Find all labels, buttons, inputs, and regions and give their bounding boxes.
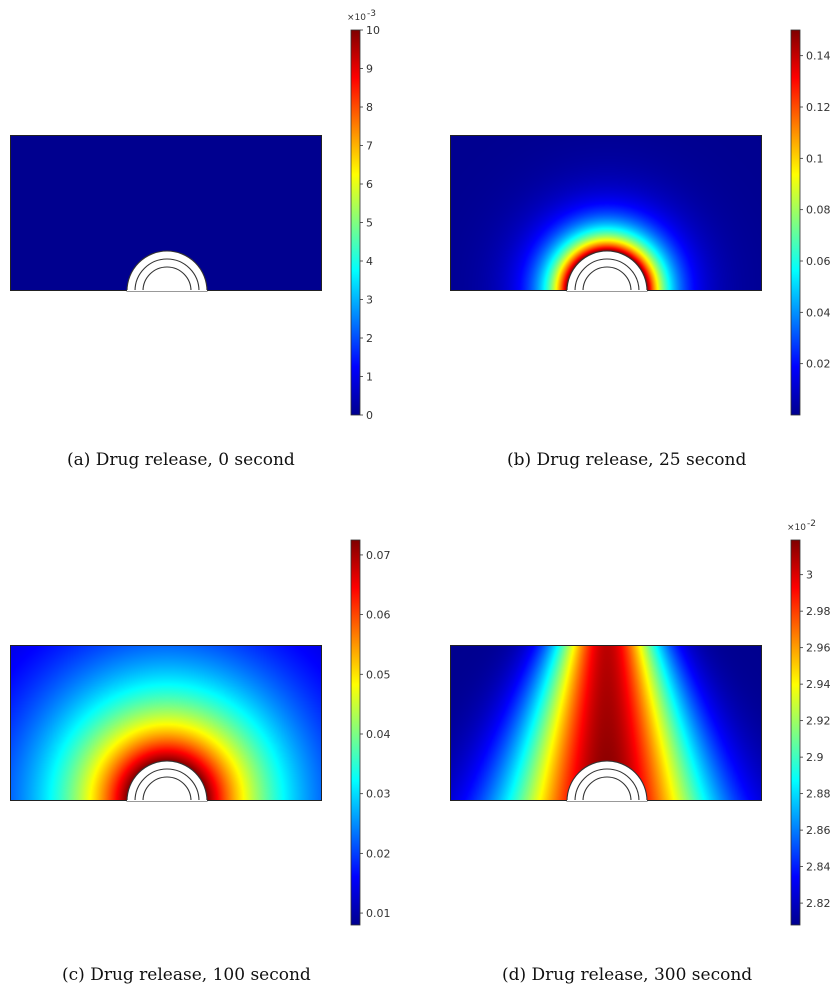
colorbar [350, 29, 361, 416]
panel-caption: (c) Drug release, 100 second [62, 965, 311, 985]
colorbar-tick-label: 0.04 [366, 728, 391, 741]
colorbar-tick-label: 8 [366, 101, 373, 114]
colorbar [350, 539, 361, 926]
colorbar-tick-label: 2.94 [806, 678, 831, 691]
colorbar-tick-label: 2.98 [806, 605, 831, 618]
colorbar-tick-label: 0.07 [366, 549, 391, 562]
colorbar-tick-label: 3 [366, 294, 373, 307]
colorbar-tick-label: 0 [366, 409, 373, 422]
colorbar-tick-label: 0.06 [366, 609, 391, 622]
stent-core [582, 776, 632, 802]
colorbar-tick-label: 5 [366, 217, 373, 230]
colorbar [790, 29, 801, 416]
panel-d: 2.82 2.84 2.86 2.88 2.9 2.92 2.94 2.96 2.98 3 ×10-… [450, 510, 836, 950]
colorbar-tick-label: 0.01 [366, 907, 391, 920]
colorbar-tick-label: 6 [366, 178, 373, 191]
colorbar-tick-label: 9 [366, 63, 373, 76]
colorbar-multiplier: ×10 [787, 523, 806, 533]
colorbar-tick-label: 0.05 [366, 668, 391, 681]
colorbar-exponent: -2 [807, 519, 816, 529]
panel-b: 0.02 0.04 0.06 0.08 0.1 0.12 0.14 [450, 0, 836, 440]
plot-d: 2.82 2.84 2.86 2.88 2.9 2.92 2.94 2.96 2.98 3 ×10-… [450, 519, 831, 926]
colorbar-tick-label: 2.86 [806, 824, 831, 837]
plot-a: 0 1 2 3 4 5 6 7 8 9 10×10 -3 [10, 9, 380, 422]
colorbar-tick-label: 2.9 [806, 751, 824, 764]
colorbar-tick-label: 0.1 [806, 152, 824, 165]
colorbar-tick-label: 0.03 [366, 788, 391, 801]
colorbar-tick-label: 2.82 [806, 897, 831, 910]
colorbar-multiplier: ×10 [347, 13, 366, 23]
plot-c: 0.01 0.02 0.03 0.04 0.05 0.06 0.07 [10, 539, 391, 926]
colorbar-exponent: -3 [367, 9, 376, 19]
colorbar-tick-label: 2.96 [806, 642, 831, 655]
stent-core [582, 266, 632, 292]
panel-caption: (d) Drug release, 300 second [502, 965, 753, 985]
colorbar-tick-label: 0.12 [806, 101, 831, 114]
colorbar-tick-label: 0.08 [806, 204, 831, 217]
colorbar-tick-label: 1 [366, 371, 373, 384]
panel-caption: (b) Drug release, 25 second [507, 450, 747, 470]
colorbar-tick-label: 0.06 [806, 255, 831, 268]
stent-core [142, 776, 192, 802]
colorbar-tick-label: 2.84 [806, 861, 831, 874]
colorbar-tick-label: 4 [366, 255, 373, 268]
colorbar-tick-label: 2.88 [806, 788, 831, 801]
stent-core [142, 266, 192, 292]
panel-a: 0 1 2 3 4 5 6 7 8 9 10 ×10 -3 [10, 0, 400, 440]
colorbar-tick-label: 7 [366, 140, 373, 153]
colorbar-tick-label: 2.92 [806, 715, 831, 728]
colorbar-tick-label: 2 [366, 332, 373, 345]
panel-caption: (a) Drug release, 0 second [67, 450, 295, 470]
panel-c: 0.01 0.02 0.03 0.04 0.05 0.06 0.07 [10, 510, 400, 950]
colorbar-tick-label: 0.14 [806, 50, 831, 63]
colorbar-tick-label: 0.02 [366, 847, 391, 860]
colorbar-tick-label: 3 [806, 569, 813, 582]
plot-b: 0.02 0.04 0.06 0.08 0.1 0.12 0.14 [450, 29, 831, 416]
colorbar-tick-label: 10 [366, 24, 380, 37]
colorbar-tick-label: 0.04 [806, 306, 831, 319]
colorbar-tick-label: 0.02 [806, 358, 831, 371]
colorbar [790, 539, 801, 926]
